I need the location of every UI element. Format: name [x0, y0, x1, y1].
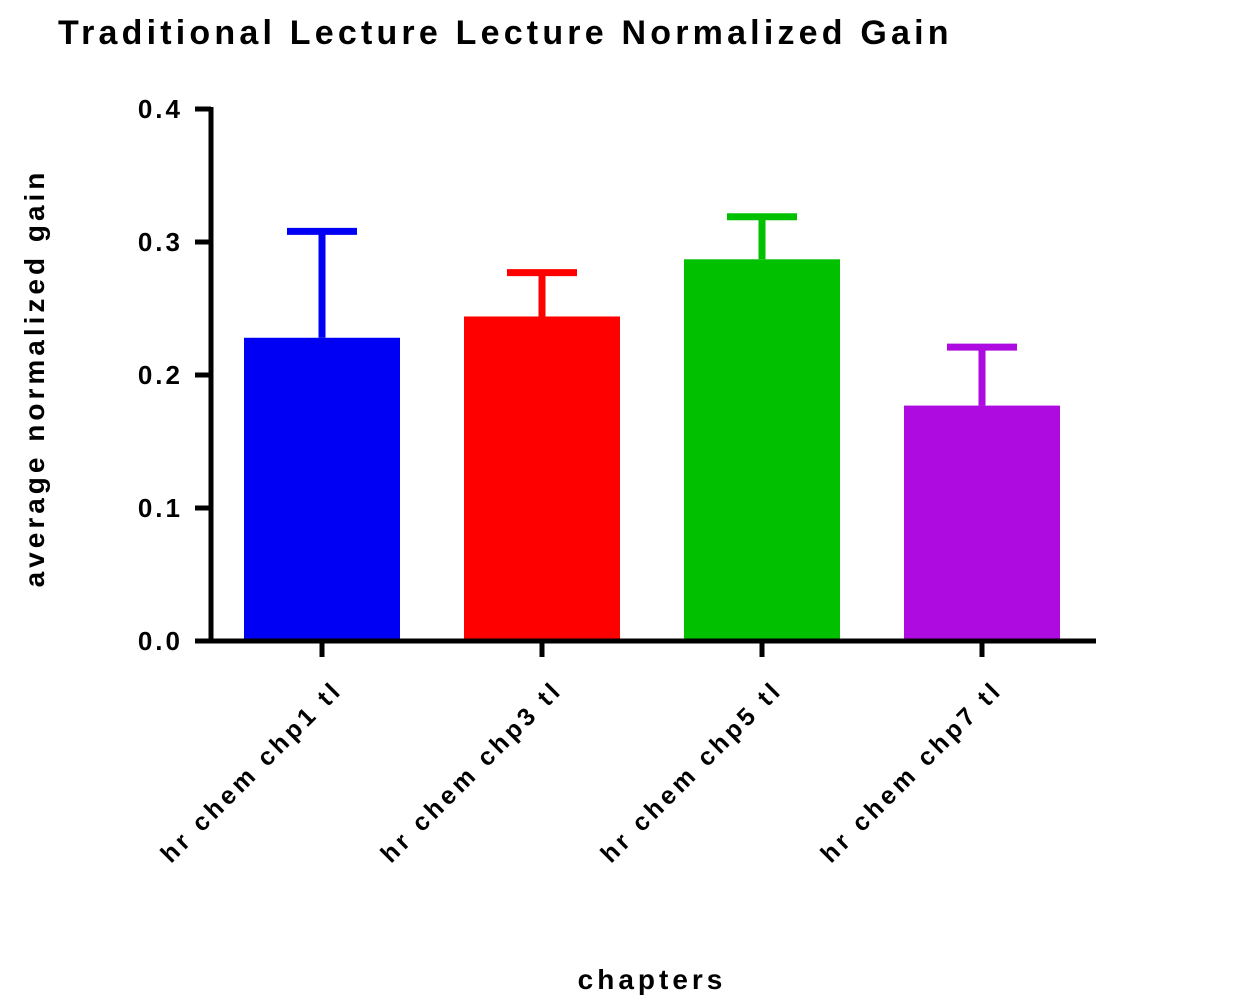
y-tick-label: 0.4 [138, 94, 183, 124]
y-tick-label: 0.0 [138, 626, 183, 656]
bar-3 [684, 259, 840, 641]
x-tick-label: hr chem chp7 tl [815, 675, 1008, 868]
x-tick-label: hr chem chp1 tl [155, 675, 348, 868]
bar-2 [464, 316, 620, 641]
y-axis-label: average normalized gain [19, 169, 50, 588]
y-tick-label: 0.2 [138, 360, 183, 390]
x-axis-label: chapters [578, 964, 727, 995]
plot-area: 0.00.10.20.30.4hr chem chp1 tl hr chem ch… [138, 94, 1096, 868]
y-tick-label: 0.3 [138, 227, 183, 257]
x-tick-label: hr chem chp3 tl [375, 675, 568, 868]
chart-title: Traditional Lecture Lecture Normalized G… [58, 14, 953, 52]
bar-1 [244, 337, 400, 641]
x-tick-label: hr chem chp5 tl [595, 675, 788, 868]
bar-4 [904, 405, 1060, 641]
y-tick-label: 0.1 [138, 493, 183, 523]
